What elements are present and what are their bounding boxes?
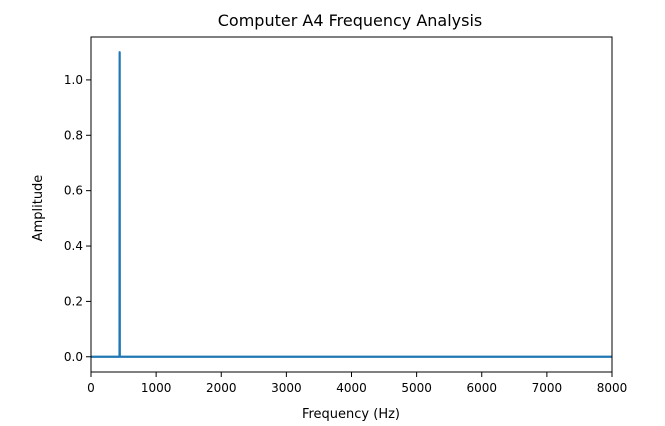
x-axis: 0 1000 2000 3000 4000 5000 6000 7000 8000	[87, 372, 627, 395]
y-tick-label: 0.2	[64, 294, 83, 308]
series-line-0	[91, 51, 612, 358]
x-tick-label: 6000	[466, 381, 497, 395]
y-tick-label: 0.4	[64, 239, 83, 253]
plot-frame	[90, 36, 613, 373]
y-axis-label: Amplitude	[31, 175, 46, 242]
y-axis: 0.0 0.2 0.4 0.6 0.8 1.0	[64, 73, 91, 364]
x-axis-label: Frequency (Hz)	[302, 407, 400, 422]
x-tick-label: 5000	[401, 381, 432, 395]
x-tick-label: 2000	[206, 381, 237, 395]
x-tick-label: 3000	[271, 381, 302, 395]
plot-area	[91, 51, 612, 358]
x-tick-label: 0	[87, 381, 95, 395]
chart-title: Computer A4 Frequency Analysis	[218, 11, 483, 30]
y-tick-label: 0.6	[64, 184, 83, 198]
x-tick-label: 4000	[336, 381, 367, 395]
y-tick-label: 0.0	[64, 350, 83, 364]
x-tick-label: 7000	[532, 381, 563, 395]
y-tick-label: 0.8	[64, 128, 83, 142]
y-tick-label: 1.0	[64, 73, 83, 87]
x-tick-label: 1000	[141, 381, 172, 395]
x-tick-label: 8000	[597, 381, 628, 395]
